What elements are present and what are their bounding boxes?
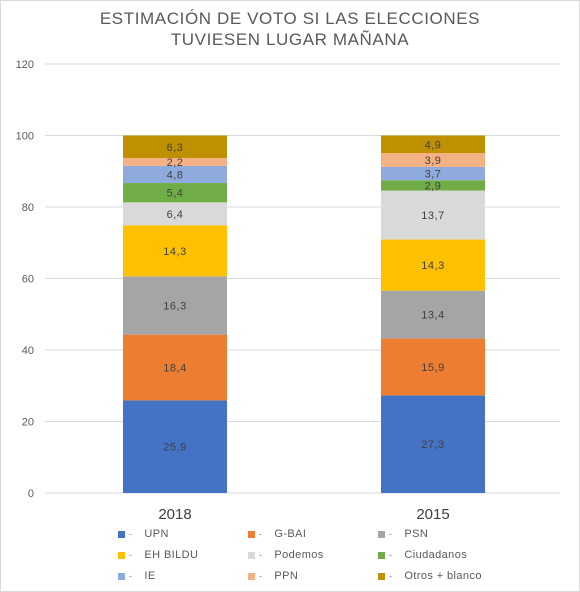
data-label-2015-podemos: 13,7 bbox=[421, 210, 444, 222]
x-tick-label-2015: 2015 bbox=[416, 506, 449, 523]
chart-title-line-2: TUVIESEN LUGAR MAÑANA bbox=[170, 30, 410, 49]
legend-swatch bbox=[248, 572, 255, 580]
legend-item-ie: - IE bbox=[118, 569, 236, 583]
legend-label: Ciudadanos bbox=[404, 549, 468, 561]
x-tick-label-2018: 2018 bbox=[158, 506, 191, 523]
data-label-2018-g-bai: 18,4 bbox=[163, 363, 186, 375]
legend-dash: - bbox=[129, 529, 133, 539]
data-label-2015-ie: 3,7 bbox=[425, 169, 442, 181]
bar-segment-2015-ie bbox=[381, 166, 485, 181]
bar-segment-2018-upn bbox=[123, 400, 227, 493]
data-label-2018-podemos: 6,4 bbox=[167, 209, 184, 221]
data-label-2018-ppn: 2,2 bbox=[167, 157, 184, 169]
legend-swatch bbox=[248, 530, 255, 538]
legend-dash: - bbox=[389, 550, 393, 560]
data-label-2018-eh-bildu: 14,3 bbox=[163, 246, 186, 258]
bar-segment-2015-psn bbox=[381, 290, 485, 339]
data-label-2018-psn: 16,3 bbox=[163, 300, 186, 312]
bar-segment-2015-podemos bbox=[381, 190, 485, 240]
legend-dash: - bbox=[259, 571, 263, 581]
legend-label: G-BAI bbox=[274, 528, 307, 540]
legend-item-ciudadanos: - Ciudadanos bbox=[378, 548, 528, 562]
legend-item-podemos: - Podemos bbox=[248, 548, 366, 562]
data-label-2015-otros-blanco: 4,9 bbox=[425, 139, 442, 151]
legend-item-g-bai: - G-BAI bbox=[248, 527, 366, 541]
data-label-2015-eh-bildu: 14,3 bbox=[421, 260, 444, 272]
bar-segment-2018-otros-blanco bbox=[123, 135, 227, 159]
y-tick-label-100: 100 bbox=[16, 131, 34, 143]
data-label-2015-ppn: 3,9 bbox=[425, 155, 442, 167]
data-label-2015-psn: 13,4 bbox=[421, 310, 444, 322]
legend-label: UPN bbox=[144, 528, 169, 540]
bar-segment-2018-eh-bildu bbox=[123, 225, 227, 277]
legend-dash: - bbox=[259, 529, 263, 539]
legend-item-ppn: - PPN bbox=[248, 569, 366, 583]
bar-segment-2015-upn bbox=[381, 395, 485, 493]
legend-swatch bbox=[378, 530, 385, 538]
legend-label: Otros + blanco bbox=[404, 570, 482, 582]
bar-segment-2018-podemos bbox=[123, 202, 227, 226]
legend-swatch bbox=[378, 572, 385, 580]
y-tick-label-40: 40 bbox=[22, 345, 34, 357]
legend-label: PSN bbox=[404, 528, 429, 540]
legend-swatch bbox=[118, 572, 125, 580]
bar-segment-2015-g-bai bbox=[381, 338, 485, 396]
legend-dash: - bbox=[389, 529, 393, 539]
data-label-2018-upn: 25,9 bbox=[163, 442, 186, 454]
data-label-2015-g-bai: 15,9 bbox=[421, 362, 444, 374]
legend-swatch bbox=[118, 551, 125, 559]
bar-segment-2015-ppn bbox=[381, 153, 485, 167]
legend-label: PPN bbox=[274, 570, 299, 582]
bar-segment-2018-g-bai bbox=[123, 334, 227, 401]
data-label-2015-ciudadanos: 2,9 bbox=[425, 180, 442, 192]
bar-segment-2015-otros-blanco bbox=[381, 135, 485, 154]
legend-dash: - bbox=[129, 550, 133, 560]
bar-segment-2015-ciudadanos bbox=[381, 180, 485, 191]
y-tick-label-80: 80 bbox=[22, 202, 34, 214]
y-tick-label-20: 20 bbox=[22, 417, 34, 429]
chart-title-line-1: ESTIMACIÓN DE VOTO SI LAS ELECCIONES bbox=[99, 9, 481, 28]
y-tick-label-120: 120 bbox=[16, 59, 34, 71]
data-label-2018-otros-blanco: 6,3 bbox=[167, 142, 184, 154]
legend-swatch bbox=[378, 551, 385, 559]
legend-label: IE bbox=[144, 570, 156, 582]
bar-segment-2018-ciudadanos bbox=[123, 183, 227, 203]
bar-segment-2018-ie bbox=[123, 165, 227, 184]
y-tick-label-60: 60 bbox=[22, 274, 34, 286]
legend-dash: - bbox=[259, 550, 263, 560]
legend-item-otros-blanco: - Otros + blanco bbox=[378, 569, 528, 583]
bar-segment-2015-eh-bildu bbox=[381, 239, 485, 291]
legend-swatch bbox=[118, 530, 125, 538]
legend-dash: - bbox=[129, 571, 133, 581]
data-label-2015-upn: 27,3 bbox=[421, 439, 444, 451]
legend-item-eh-bildu: - EH BILDU bbox=[118, 548, 236, 562]
legend-item-psn: - PSN bbox=[378, 527, 528, 541]
legend-swatch bbox=[248, 551, 255, 559]
bar-segment-2018-psn bbox=[123, 276, 227, 335]
chart-title: ESTIMACIÓN DE VOTO SI LAS ELECCIONES TUV… bbox=[0, 8, 580, 50]
chart-legend: - UPN - G-BAI - PSN - EH BILDU - Podemos - Ciudadan… bbox=[118, 527, 538, 583]
legend-item-upn: - UPN bbox=[118, 527, 236, 541]
legend-dash: - bbox=[389, 571, 393, 581]
legend-label: EH BILDU bbox=[144, 549, 199, 561]
data-label-2018-ie: 4,8 bbox=[167, 169, 184, 181]
legend-label: Podemos bbox=[274, 549, 324, 561]
bar-segment-2018-ppn bbox=[123, 158, 227, 166]
data-label-2018-ciudadanos: 5,4 bbox=[167, 188, 184, 200]
y-tick-label-0: 0 bbox=[28, 488, 34, 500]
